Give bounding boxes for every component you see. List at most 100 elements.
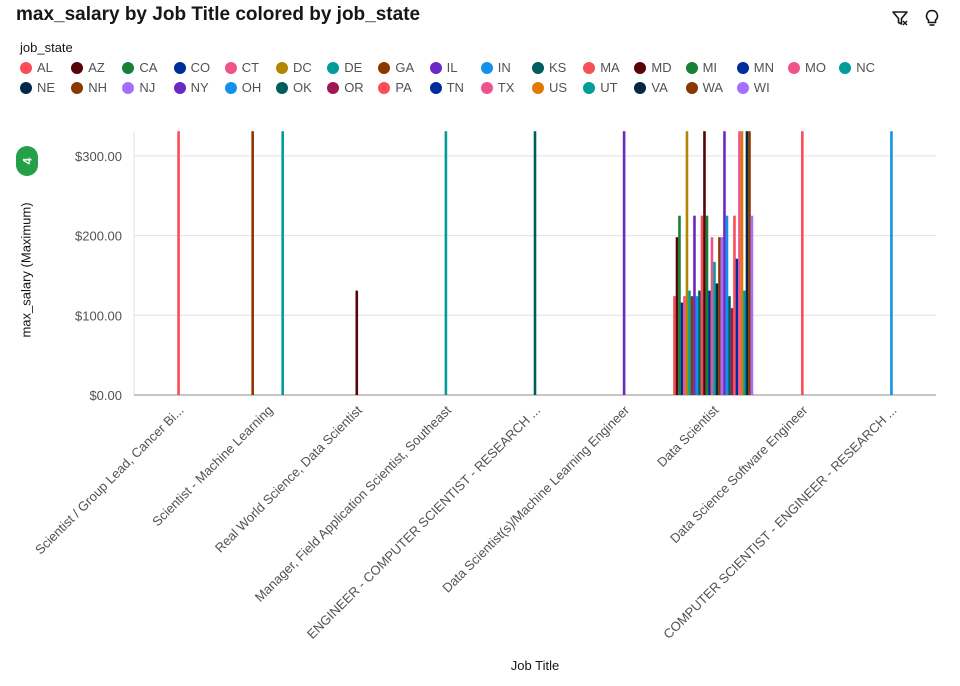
legend-label: OH	[241, 80, 262, 95]
y-tick-label: $300.00	[75, 149, 122, 164]
legend-label: WA	[702, 80, 724, 95]
legend-item-dc[interactable]: DC	[276, 60, 312, 75]
legend-item-tx[interactable]: TX	[480, 80, 515, 95]
legend-swatch	[20, 61, 32, 74]
legend-item-nj[interactable]: NJ	[122, 80, 155, 95]
bar-ga	[251, 131, 254, 395]
legend-item-oh[interactable]: OH	[224, 80, 262, 95]
legend-item-nh[interactable]: NH	[71, 80, 107, 95]
legend-label: AL	[37, 60, 53, 75]
legend-label: NC	[856, 60, 875, 75]
legend-item-ne[interactable]: NE	[20, 80, 55, 95]
legend-item-va[interactable]: VA	[634, 80, 668, 95]
legend-swatch	[788, 61, 800, 74]
legend-label: NE	[37, 80, 56, 95]
legend-swatch	[20, 81, 32, 94]
legend-label: US	[549, 80, 568, 95]
legend-swatch	[327, 61, 340, 74]
bar-ma	[700, 215, 704, 395]
legend-item-mo[interactable]: MO	[788, 60, 826, 75]
legend-item-co[interactable]: CO	[173, 60, 211, 75]
legend-item-ca[interactable]: CA	[122, 60, 157, 75]
legend-swatch	[224, 81, 237, 94]
legend-swatch	[685, 61, 698, 74]
bar-ca	[678, 215, 681, 395]
legend-label: CO	[190, 60, 211, 75]
legend-item-ut[interactable]: UT	[583, 80, 618, 95]
bar-de	[281, 131, 284, 395]
legend-label: TN	[446, 80, 464, 95]
bar-va	[745, 131, 749, 395]
x-tick-label: Data Scientist(s)/Machine Learning Engin…	[439, 402, 632, 595]
y-tick-label: $200.00	[75, 229, 122, 244]
legend-item-nc[interactable]: NC	[839, 60, 875, 75]
bar-il	[622, 131, 626, 395]
legend-item-ma[interactable]: MA	[583, 60, 620, 75]
legend-item-il[interactable]: IL	[429, 60, 458, 75]
legend-item-pa[interactable]: PA	[378, 80, 412, 95]
legend-item-ga[interactable]: GA	[378, 60, 414, 75]
bar-nc	[713, 261, 716, 395]
legend-item-ok[interactable]: OK	[276, 80, 312, 95]
lightbulb-icon[interactable]	[922, 8, 942, 28]
legend-swatch	[583, 61, 596, 74]
legend-swatch	[532, 61, 544, 74]
legend-swatch	[224, 61, 237, 74]
legend-item-ny[interactable]: NY	[173, 80, 209, 95]
bar-mn	[708, 290, 711, 395]
bar-de	[688, 290, 691, 395]
legend-item-wi[interactable]: WI	[736, 80, 770, 95]
legend-item-mi[interactable]: MI	[685, 60, 717, 75]
legend-item-tn[interactable]: TN	[429, 80, 464, 95]
legend-item-al[interactable]: AL	[20, 60, 53, 75]
legend-item-mn[interactable]: MN	[736, 60, 774, 75]
legend-label: CA	[139, 60, 158, 75]
chart-toolbar	[890, 8, 942, 28]
legend-swatch	[685, 81, 698, 94]
y-tick-label: $0.00	[89, 388, 122, 403]
bar-co	[680, 302, 684, 395]
bar-ct	[683, 296, 686, 395]
bar-tn	[735, 258, 739, 395]
x-tick-label: Real World Science, Data Scientist	[212, 402, 365, 555]
bar-mo	[710, 237, 714, 395]
bar-ks	[698, 290, 701, 395]
legend-item-md[interactable]: MD	[634, 60, 672, 75]
legend-swatch	[122, 61, 135, 74]
bar-il	[693, 215, 696, 395]
bar-or	[730, 308, 734, 395]
legend-swatch	[378, 61, 391, 74]
legend-label: UT	[600, 80, 618, 95]
legend-title: job_state	[20, 40, 73, 55]
legend-label: IL	[446, 60, 458, 75]
legend-swatch	[634, 61, 647, 74]
bar-wi	[750, 215, 754, 395]
legend-item-wa[interactable]: WA	[685, 80, 724, 95]
legend-label: PA	[395, 80, 412, 95]
legend-swatch	[429, 81, 442, 94]
bar-in	[695, 296, 699, 395]
filter-icon[interactable]	[890, 8, 910, 28]
legend-swatch	[71, 61, 84, 74]
legend-item-de[interactable]: DE	[327, 60, 362, 75]
y-axis-badge[interactable]: 4	[16, 146, 38, 176]
bar-nj	[720, 237, 724, 395]
legend-item-in[interactable]: IN	[480, 60, 511, 75]
legend-swatch	[480, 61, 493, 74]
legend-label: TX	[497, 80, 515, 95]
legend-swatch	[583, 81, 596, 94]
bar-nh	[718, 237, 721, 395]
legend-item-us[interactable]: US	[532, 80, 567, 95]
legend-item-or[interactable]: OR	[327, 80, 364, 95]
legend-label: DE	[344, 60, 363, 75]
legend-swatch	[480, 81, 493, 94]
legend-label: MA	[600, 60, 620, 75]
legend-swatch	[122, 81, 135, 94]
bar-ks	[533, 131, 537, 395]
legend-swatch	[532, 81, 544, 94]
legend-item-ks[interactable]: KS	[532, 60, 566, 75]
legend-item-az[interactable]: AZ	[71, 60, 105, 75]
bar-ut	[743, 290, 746, 395]
legend-item-ct[interactable]: CT	[224, 60, 259, 75]
